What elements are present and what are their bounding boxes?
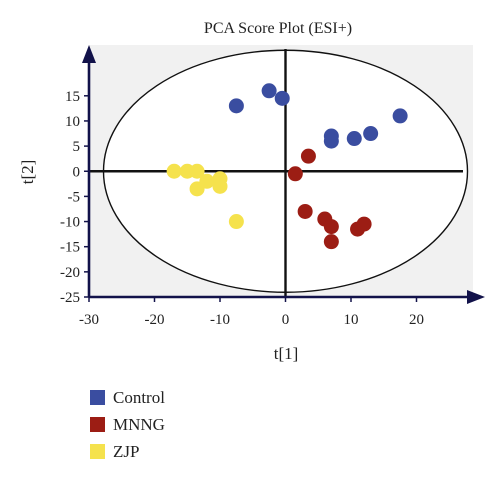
data-point-zjp bbox=[189, 163, 205, 179]
data-point-mnng bbox=[356, 216, 372, 232]
data-point-control bbox=[274, 90, 290, 106]
data-point-zjp bbox=[189, 181, 205, 197]
legend-item-mnng: MNNG bbox=[90, 411, 165, 438]
y-tick-label: -5 bbox=[68, 189, 81, 205]
data-point-mnng bbox=[300, 148, 316, 164]
legend-label-mnng: MNNG bbox=[113, 414, 165, 434]
y-tick-label: -25 bbox=[60, 290, 80, 306]
x-axis-label: t[1] bbox=[274, 344, 299, 363]
legend-label-control: Control bbox=[113, 387, 165, 407]
data-point-mnng bbox=[323, 234, 339, 250]
data-point-mnng bbox=[287, 166, 303, 182]
data-point-zjp bbox=[212, 178, 228, 194]
data-point-control bbox=[392, 108, 408, 124]
data-point-control bbox=[346, 131, 362, 147]
y-tick-label: -10 bbox=[60, 215, 80, 231]
y-tick-label: 0 bbox=[73, 164, 81, 180]
data-point-control bbox=[261, 83, 277, 99]
y-axis-arrow-icon bbox=[82, 45, 96, 63]
x-tick-label: 20 bbox=[409, 312, 424, 328]
data-point-control bbox=[228, 98, 244, 114]
x-tick-label: -10 bbox=[210, 312, 230, 328]
data-point-control bbox=[323, 133, 339, 149]
y-tick-label: 15 bbox=[65, 89, 80, 105]
x-tick-label: -30 bbox=[79, 312, 99, 328]
data-point-zjp bbox=[166, 163, 182, 179]
data-point-mnng bbox=[323, 219, 339, 235]
legend-swatch-zjp bbox=[90, 444, 105, 459]
chart-title: PCA Score Plot (ESI+) bbox=[204, 20, 352, 37]
y-tick-label: -20 bbox=[60, 265, 80, 281]
y-tick-label: -15 bbox=[60, 240, 80, 256]
y-tick-label: 5 bbox=[73, 139, 81, 155]
x-tick-label: -20 bbox=[145, 312, 165, 328]
x-tick-label: 0 bbox=[282, 312, 290, 328]
x-tick-label: 10 bbox=[344, 312, 359, 328]
y-tick-label: 10 bbox=[65, 114, 80, 130]
data-point-mnng bbox=[297, 203, 313, 219]
legend-item-control: Control bbox=[90, 384, 165, 411]
legend-swatch-mnng bbox=[90, 417, 105, 432]
legend-label-zjp: ZJP bbox=[113, 441, 140, 461]
data-point-zjp bbox=[228, 214, 244, 230]
legend-item-zjp: ZJP bbox=[90, 438, 165, 465]
legend: Control MNNG ZJP bbox=[90, 384, 165, 465]
data-point-control bbox=[363, 126, 379, 142]
y-axis-label: t[2] bbox=[18, 160, 37, 185]
x-axis-arrow-icon bbox=[467, 290, 485, 304]
pca-score-plot: -30 -20 -10 0 10 20 -25 -20 -15 -10 -5 0 5 10 15 PCA S… bbox=[18, 20, 485, 363]
legend-swatch-control bbox=[90, 390, 105, 405]
